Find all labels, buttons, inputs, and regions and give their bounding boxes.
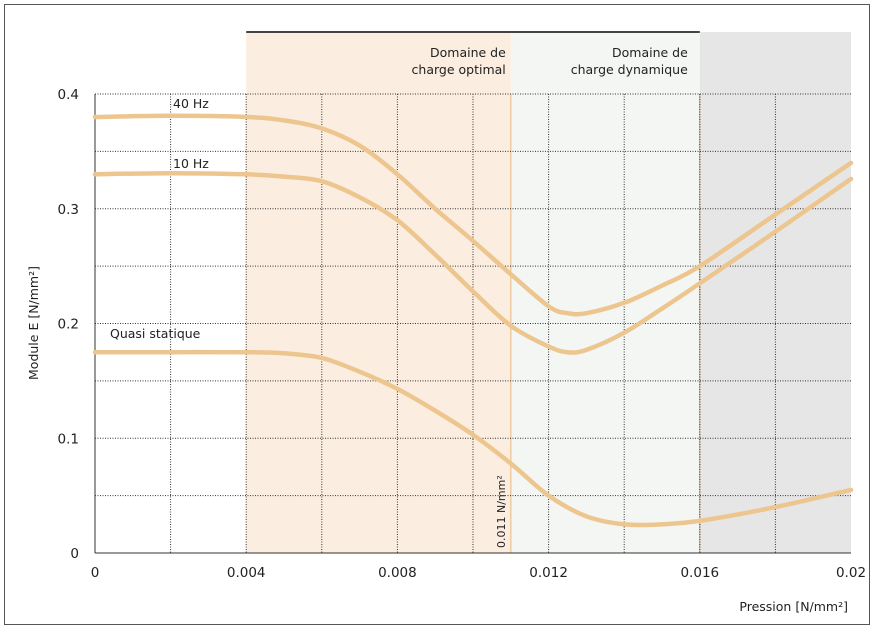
- series-line-1: [92, 170, 854, 355]
- region-dynamic-label-2: charge dynamique: [571, 62, 688, 77]
- background-regions: [246, 31, 851, 553]
- x-tick-label: 0.008: [378, 565, 417, 581]
- series-label-10hz: 10 Hz: [173, 156, 209, 171]
- region-1: [510, 32, 700, 553]
- y-tick-label: 0.1: [58, 431, 79, 447]
- series-label-40hz: 40 Hz: [173, 96, 209, 111]
- x-tick-label: 0.016: [680, 565, 719, 581]
- series-line-0: [92, 113, 854, 317]
- region-dynamic-label-1: Domaine de: [612, 45, 688, 60]
- annotation-label: 0.011 N/mm²: [495, 475, 508, 548]
- x-tick-label: 0.02: [836, 565, 866, 581]
- y-tick-label: 0.4: [58, 87, 79, 103]
- series-label-quasi-statique: Quasi statique: [110, 326, 201, 341]
- y-tick-label: 0.2: [58, 317, 79, 333]
- chart-frame: [4, 4, 870, 625]
- y-axis-label: Module E [N/mm²]: [26, 266, 41, 380]
- series-lines: [92, 113, 854, 528]
- x-axis-label: Pression [N/mm²]: [739, 599, 848, 614]
- region-optimal-label-1: Domaine de: [430, 45, 506, 60]
- region-optimal-label-2: charge optimal: [412, 62, 506, 77]
- axes: 0 0.004 0.008 0.012 0.016 0.02 0 0.1 0.2 0.3 0.4 Pr…: [26, 87, 866, 614]
- labels: Domaine de charge optimal Domaine de charge…: [110, 45, 688, 548]
- x-tick-label: 0: [91, 565, 100, 581]
- series-line-2: [92, 349, 854, 528]
- x-tick-label: 0.012: [529, 565, 568, 581]
- region-0: [246, 32, 511, 553]
- y-tick-label: 0: [70, 546, 79, 562]
- y-tick-label: 0.3: [58, 202, 79, 218]
- x-tick-label: 0.004: [227, 565, 266, 581]
- grid-lines: [95, 93, 851, 553]
